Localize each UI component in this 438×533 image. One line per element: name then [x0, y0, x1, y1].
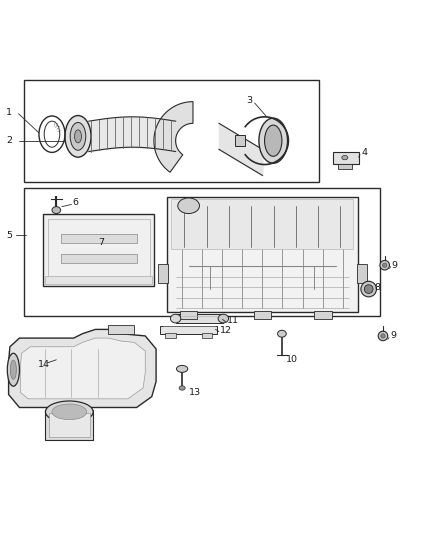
Ellipse shape — [342, 156, 348, 160]
Bar — [43, 214, 154, 286]
Ellipse shape — [46, 401, 93, 423]
Ellipse shape — [52, 404, 87, 419]
Bar — [108, 325, 134, 334]
Ellipse shape — [278, 330, 286, 337]
Bar — [171, 199, 353, 249]
Text: 6: 6 — [72, 198, 78, 207]
Ellipse shape — [265, 125, 282, 156]
Polygon shape — [20, 338, 145, 399]
Bar — [24, 80, 319, 182]
Text: 10: 10 — [286, 356, 298, 364]
Bar — [165, 333, 176, 338]
Ellipse shape — [70, 123, 86, 150]
Text: 8: 8 — [374, 283, 380, 292]
Ellipse shape — [11, 360, 16, 379]
Ellipse shape — [170, 314, 181, 323]
Polygon shape — [154, 102, 193, 172]
Ellipse shape — [361, 281, 377, 297]
Text: 7: 7 — [99, 238, 104, 247]
Bar — [24, 188, 379, 317]
Text: 14: 14 — [38, 360, 49, 369]
Bar — [357, 264, 367, 284]
Bar — [180, 311, 197, 319]
Ellipse shape — [218, 314, 229, 323]
Bar — [46, 276, 152, 284]
Ellipse shape — [65, 116, 91, 157]
Bar — [60, 254, 137, 263]
Bar — [314, 311, 332, 319]
Ellipse shape — [74, 130, 81, 143]
Text: 3: 3 — [246, 96, 252, 106]
Text: 11: 11 — [227, 316, 239, 325]
Ellipse shape — [179, 386, 185, 390]
Text: 4: 4 — [361, 148, 367, 157]
Bar — [160, 326, 217, 334]
Bar — [333, 151, 359, 164]
Bar — [49, 413, 90, 437]
Ellipse shape — [364, 285, 373, 293]
Ellipse shape — [382, 263, 387, 268]
Text: 9: 9 — [392, 261, 398, 270]
Bar — [254, 311, 271, 319]
Text: 1: 1 — [7, 108, 12, 117]
Bar — [46, 410, 93, 440]
Bar — [338, 164, 352, 169]
Ellipse shape — [380, 261, 389, 270]
Text: 2: 2 — [7, 136, 12, 145]
Ellipse shape — [178, 198, 199, 214]
Bar — [60, 233, 137, 243]
Bar — [235, 135, 244, 146]
Bar — [201, 333, 212, 338]
Ellipse shape — [7, 353, 19, 386]
Ellipse shape — [52, 207, 60, 214]
Bar — [176, 314, 223, 323]
Polygon shape — [9, 329, 156, 408]
Text: 5: 5 — [7, 231, 12, 240]
Text: 13: 13 — [189, 388, 201, 397]
Text: 12: 12 — [220, 326, 232, 335]
Ellipse shape — [177, 366, 188, 373]
Text: 9: 9 — [390, 332, 396, 341]
Bar — [158, 264, 168, 284]
Ellipse shape — [378, 331, 388, 341]
Ellipse shape — [381, 334, 385, 338]
Bar — [167, 197, 358, 312]
Ellipse shape — [259, 118, 287, 163]
Bar — [48, 219, 150, 281]
